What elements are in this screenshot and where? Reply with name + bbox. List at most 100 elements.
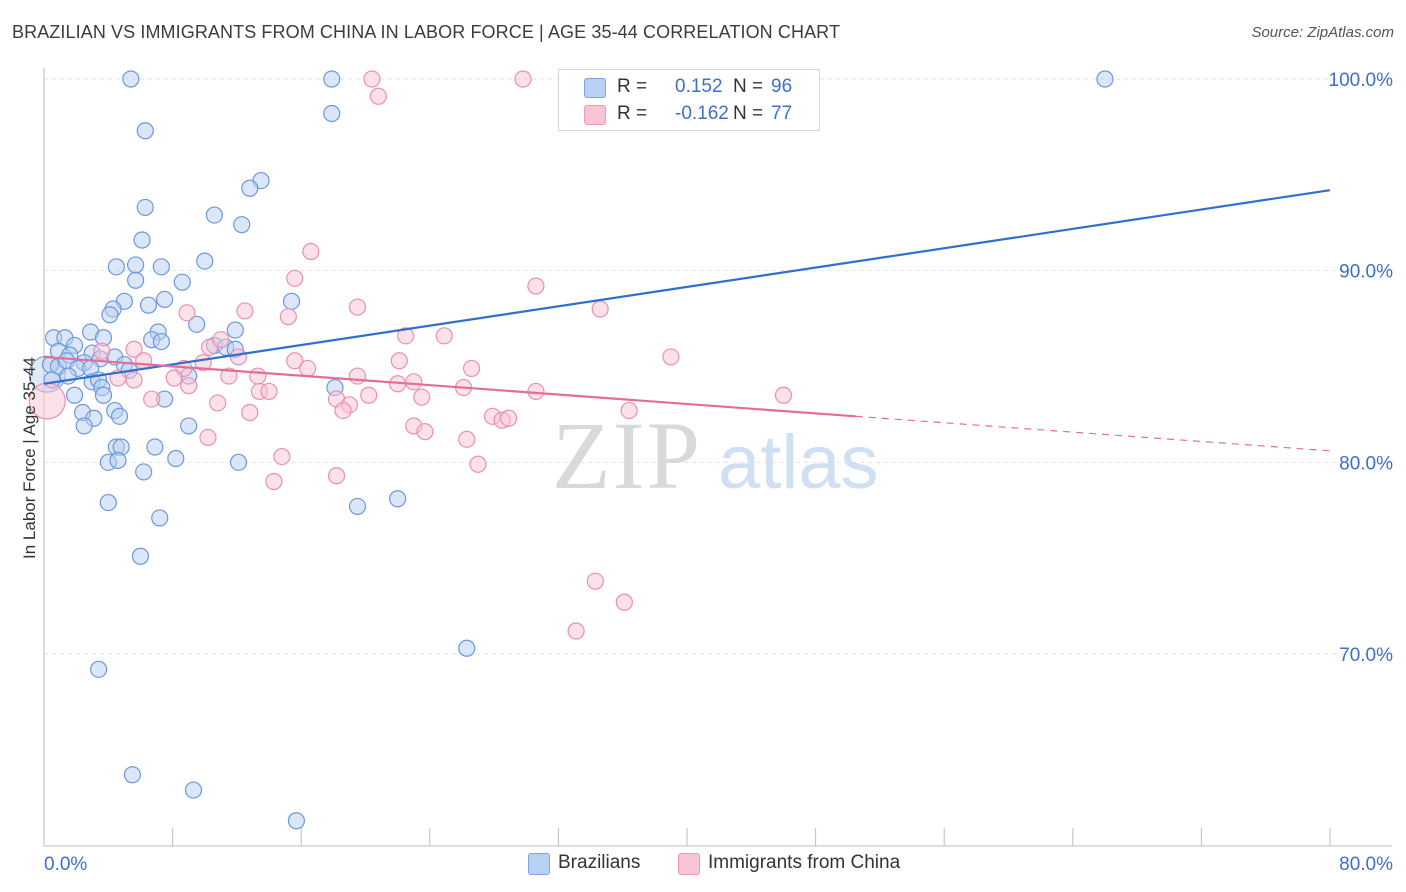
scatter-point — [348, 367, 367, 385]
scatter-point — [109, 451, 127, 470]
scatter-point — [152, 332, 170, 351]
scatter-point — [458, 430, 476, 448]
scatter-point — [110, 407, 129, 425]
scatter-point — [123, 766, 142, 784]
scatter-point — [122, 70, 140, 88]
scatter-point — [462, 359, 481, 378]
scatter-point — [133, 231, 151, 249]
legend-r-value: 0.152 — [675, 76, 723, 97]
scatter-point — [389, 490, 407, 508]
grid-layer — [44, 78, 1392, 655]
scatter-point — [75, 417, 93, 435]
correlation-legend: R = 0.152 N = 96 R = -0.162 N = 77 — [558, 69, 820, 131]
legend-swatch-pink — [584, 105, 606, 125]
scatter-point — [302, 242, 320, 261]
scatter-point — [167, 449, 185, 468]
labels-layer: 70.0% 80.0% 90.0% 100.0% 0.0% 80.0% In Labor F… — [20, 70, 1393, 875]
scatter-point — [226, 321, 244, 339]
scatter-point — [279, 308, 297, 326]
scatter-point — [348, 497, 367, 516]
y-tick-label: 90.0% — [1339, 262, 1393, 283]
scatter-point — [184, 781, 203, 799]
scatter-point — [591, 300, 609, 318]
legend-r-label: R = — [617, 103, 648, 124]
scatter-point — [413, 388, 431, 406]
scatter-point — [152, 258, 170, 276]
legend-r-value: -0.162 — [675, 103, 729, 124]
scatter-point — [323, 104, 341, 123]
legend-n-value: 96 — [771, 76, 793, 97]
scatter-point — [136, 122, 154, 140]
scatter-point — [499, 409, 518, 427]
scatter-point — [360, 386, 378, 404]
scatter-point — [229, 348, 248, 366]
trend-line — [43, 355, 856, 418]
scatter-point — [620, 401, 638, 420]
scatter-point — [287, 812, 305, 830]
watermark: ZIP atlas — [552, 402, 879, 509]
trend-layer — [43, 189, 1331, 452]
scatter-point — [286, 352, 304, 370]
scatter-point — [241, 403, 259, 422]
scatter-point — [125, 371, 143, 389]
scatter-point — [265, 472, 283, 491]
scatter-point — [369, 87, 387, 105]
scatter-point — [458, 639, 476, 657]
scatter-point — [334, 401, 352, 420]
scatter-point — [125, 340, 143, 358]
scatter-point — [514, 70, 532, 88]
series-swatch-pink — [678, 853, 700, 875]
scatter-point — [173, 273, 191, 291]
scatter-point — [199, 428, 217, 447]
scatter-point — [363, 70, 381, 88]
scatter-point — [127, 256, 145, 274]
scatter-point — [348, 298, 367, 316]
scatter-point — [327, 467, 346, 485]
scatter-point — [435, 327, 453, 345]
x-tick-label: 0.0% — [44, 854, 87, 875]
scatter-point — [135, 352, 153, 370]
watermark-zip: ZIP — [552, 402, 702, 509]
legend-n-value: 77 — [771, 103, 793, 124]
series-swatch-blue — [528, 853, 550, 875]
scatter-point — [99, 493, 117, 512]
scatter-point — [229, 453, 248, 471]
scatter-point — [469, 455, 487, 473]
scatter-point — [209, 394, 227, 412]
legend-n-label: N = — [733, 103, 764, 124]
y-tick-label: 100.0% — [1329, 70, 1394, 91]
scatter-point — [390, 352, 408, 370]
scatter-point — [180, 417, 198, 435]
scatter-point — [155, 290, 174, 309]
scatter-point — [260, 382, 278, 401]
scatter-point — [94, 386, 113, 404]
scatter-point — [90, 660, 108, 678]
points-layer — [28, 70, 1114, 830]
scatter-point — [205, 206, 223, 224]
scatter-point — [1096, 70, 1114, 88]
scatter-point — [273, 447, 291, 466]
scatter-point — [241, 179, 259, 197]
chart-title: BRAZILIAN VS IMMIGRANTS FROM CHINA IN LA… — [12, 22, 841, 42]
scatter-point — [146, 438, 164, 456]
scatter-point — [65, 386, 84, 404]
scatter-point — [567, 622, 585, 640]
x-tick-label: 80.0% — [1339, 854, 1393, 875]
scatter-point — [586, 572, 604, 590]
scatter-point — [180, 377, 198, 395]
scatter-point — [93, 342, 111, 360]
y-tick-label: 80.0% — [1339, 453, 1393, 474]
scatter-point — [323, 70, 341, 88]
scatter-point — [151, 509, 169, 527]
scatter-point — [220, 367, 238, 385]
scatter-point — [527, 277, 545, 295]
scatter-point — [143, 390, 161, 408]
trend-line — [43, 189, 1331, 385]
legend-swatch-blue — [584, 78, 606, 98]
scatter-point — [615, 593, 633, 611]
scatter-point — [131, 547, 150, 565]
legend-r-label: R = — [617, 76, 648, 97]
series-label-brazilians: Brazilians — [558, 852, 641, 873]
y-tick-label: 70.0% — [1339, 645, 1393, 666]
